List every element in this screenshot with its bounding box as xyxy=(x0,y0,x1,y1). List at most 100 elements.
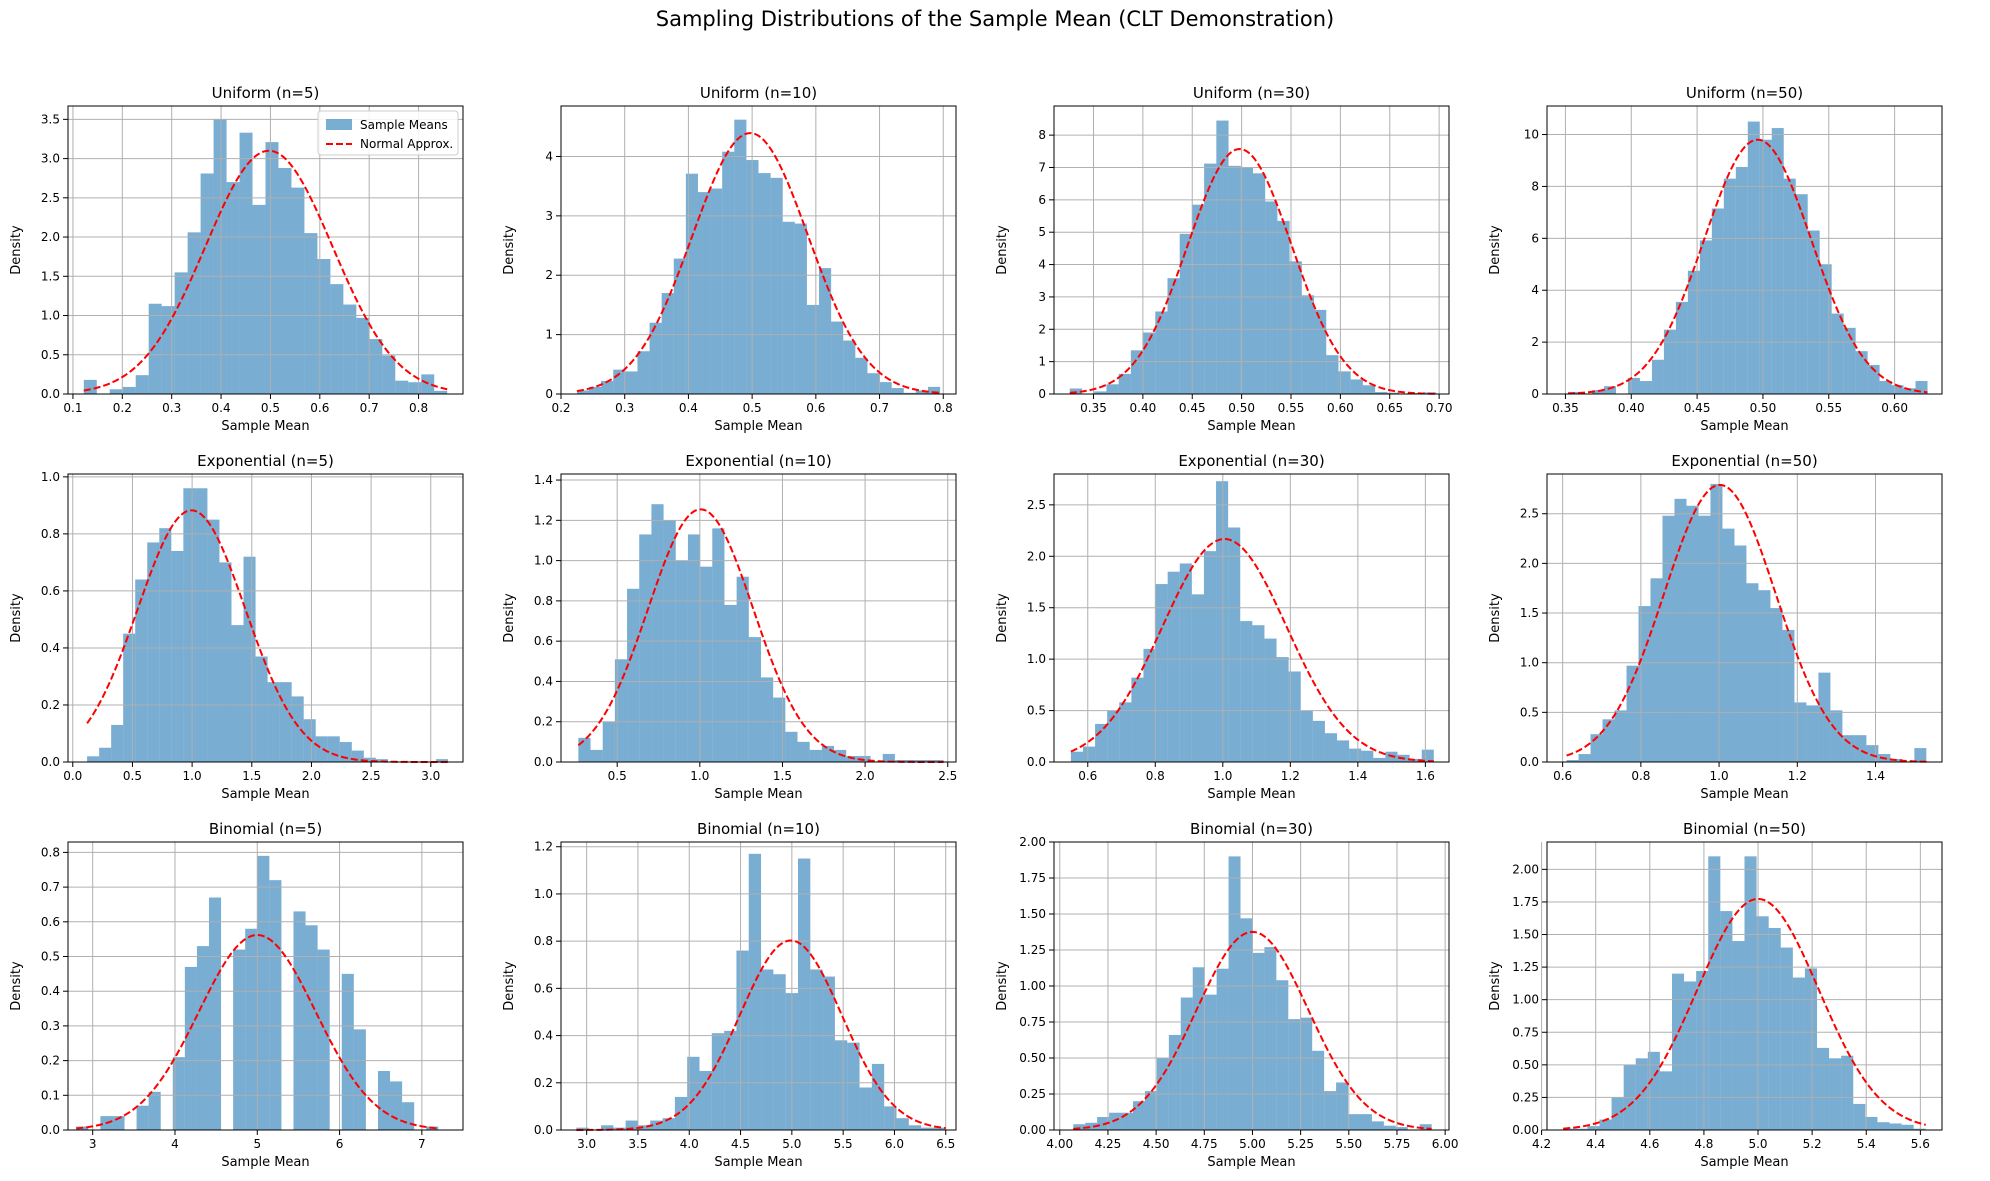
x-tick-label: 1.0 xyxy=(183,769,202,783)
histogram-bar xyxy=(758,173,771,394)
axes-frame xyxy=(1053,473,1450,763)
subplot-title: Uniform (n=10) xyxy=(700,84,817,102)
histogram-bar xyxy=(1578,754,1591,762)
histogram-bar xyxy=(931,759,944,762)
histogram-bar xyxy=(1204,994,1217,1130)
histogram-bar xyxy=(1759,139,1772,394)
histogram-bar xyxy=(785,731,798,762)
histogram-bar xyxy=(933,1127,946,1130)
histogram-bar xyxy=(233,949,246,1130)
histogram-bar xyxy=(1770,608,1783,762)
y-tick-label: 0.1 xyxy=(41,1088,60,1102)
histogram-bar xyxy=(305,925,318,1130)
subplot-grid: 0.1 0.2 0.3 0.4 0.5 0.6 0.7 0.8 0.0 0.5 1.0 1.5 2.0 2… xyxy=(9,84,1943,1170)
histogram-bars xyxy=(1566,483,1927,762)
y-tick-label: 0.25 xyxy=(1019,1087,1046,1101)
histogram-bar xyxy=(1395,1127,1408,1130)
y-tick-label: 8 xyxy=(1038,128,1046,142)
y-tick-label: 6 xyxy=(1531,231,1539,245)
histogram-bar xyxy=(1143,648,1156,762)
x-tick-label: 1.4 xyxy=(1348,769,1367,783)
y-tick-label: 0.5 xyxy=(41,348,60,362)
histogram-bar xyxy=(843,340,856,394)
y-axis-label: Density xyxy=(9,593,24,643)
histogram-bar xyxy=(834,749,847,762)
y-tick-label: 1.2 xyxy=(534,840,553,854)
x-tick-label: 0.65 xyxy=(1376,401,1403,415)
histogram-bar xyxy=(576,390,590,394)
histogram-bar xyxy=(207,519,220,762)
subplot-6: 0.5 1.0 1.5 2.0 2.5 0.0 0.2 0.4 0.6 0.8 1.0 1.2 1.4 E… xyxy=(502,452,957,802)
normal-approx-curve xyxy=(1073,930,1432,1130)
axes-frame xyxy=(1546,105,1943,395)
y-tick-label: 2 xyxy=(545,268,553,282)
histogram-bar xyxy=(99,747,112,762)
histogram-bar xyxy=(1663,329,1676,394)
histogram-bar xyxy=(1819,264,1832,394)
histogram-bars xyxy=(1568,121,1928,394)
x-tick-label: 0.8 xyxy=(934,401,953,415)
histogram-bar xyxy=(278,167,292,394)
histogram-bar xyxy=(736,576,749,762)
axes-frame xyxy=(67,841,464,1131)
x-axis-label: Sample Mean xyxy=(1207,419,1295,434)
x-tick-label: 1.4 xyxy=(1866,769,1885,783)
y-axis-label: Density xyxy=(995,225,1010,275)
x-tick-label: 1.2 xyxy=(1788,769,1807,783)
histogram-bar xyxy=(200,173,214,394)
histogram-bar xyxy=(1203,551,1217,762)
histogram-bar xyxy=(1119,702,1132,762)
histogram-bar xyxy=(1674,498,1687,762)
y-tick-label: 2 xyxy=(1531,335,1539,349)
y-tick-label: 4 xyxy=(545,149,553,163)
histogram-bar xyxy=(627,588,640,762)
histogram-bar xyxy=(1375,392,1388,394)
histogram-bar xyxy=(408,382,422,394)
histogram-bar xyxy=(722,151,735,394)
histogram-bar xyxy=(1143,332,1156,394)
histogram-bar xyxy=(859,1087,872,1130)
histogram-bar xyxy=(1240,918,1253,1130)
histogram-bar xyxy=(1566,760,1579,762)
y-tick-label: 2.0 xyxy=(41,230,60,244)
x-tick-label: 4.4 xyxy=(1586,1137,1605,1151)
histogram-bar xyxy=(327,736,340,762)
histogram-bars xyxy=(1563,856,1926,1130)
y-axis-label: Density xyxy=(502,225,517,275)
histogram-bar xyxy=(174,272,188,394)
histogram-bar xyxy=(760,677,774,762)
histogram-bar xyxy=(1817,1047,1830,1130)
x-tick-label: 5 xyxy=(253,1137,261,1151)
histogram-bar xyxy=(625,371,638,394)
histogram-bar xyxy=(834,1040,848,1130)
histogram-bar xyxy=(136,1105,149,1130)
histogram-bar xyxy=(1626,665,1639,762)
x-tick-label: 4.25 xyxy=(1095,1137,1122,1151)
histogram-bar xyxy=(1155,311,1168,394)
histogram-bar xyxy=(1204,163,1217,394)
histogram-bar xyxy=(1720,911,1733,1130)
histogram-bar xyxy=(1288,1019,1301,1130)
histogram-bar xyxy=(1818,672,1831,762)
y-tick-label: 1.50 xyxy=(1512,928,1539,942)
histogram-bar xyxy=(1829,1058,1842,1130)
histogram-bar xyxy=(773,974,786,1130)
y-axis-label: Density xyxy=(502,593,517,643)
histogram-bar xyxy=(1252,952,1265,1130)
x-tick-label: 5.00 xyxy=(1239,1137,1266,1151)
histogram-bar xyxy=(245,928,258,1130)
histogram-bar xyxy=(1264,638,1277,762)
histogram-bar xyxy=(1747,121,1760,394)
subplot-5: 0.0 0.5 1.0 1.5 2.0 2.5 3.0 0.0 0.2 0.4 0.6 0.8 1.0 E… xyxy=(9,452,464,802)
histogram-bar xyxy=(1732,941,1745,1130)
histogram-bar xyxy=(303,719,316,762)
x-tick-label: 0.40 xyxy=(1618,401,1645,415)
histogram-bar xyxy=(317,259,331,394)
subplot-title: Exponential (n=30) xyxy=(1178,452,1324,470)
histogram-bar xyxy=(171,550,184,762)
histogram-bar xyxy=(1853,1103,1866,1130)
histogram-bar xyxy=(1191,204,1205,394)
y-tick-label: 0.6 xyxy=(534,981,553,995)
histogram-bar xyxy=(293,911,306,1130)
axes-frame xyxy=(1053,105,1450,395)
